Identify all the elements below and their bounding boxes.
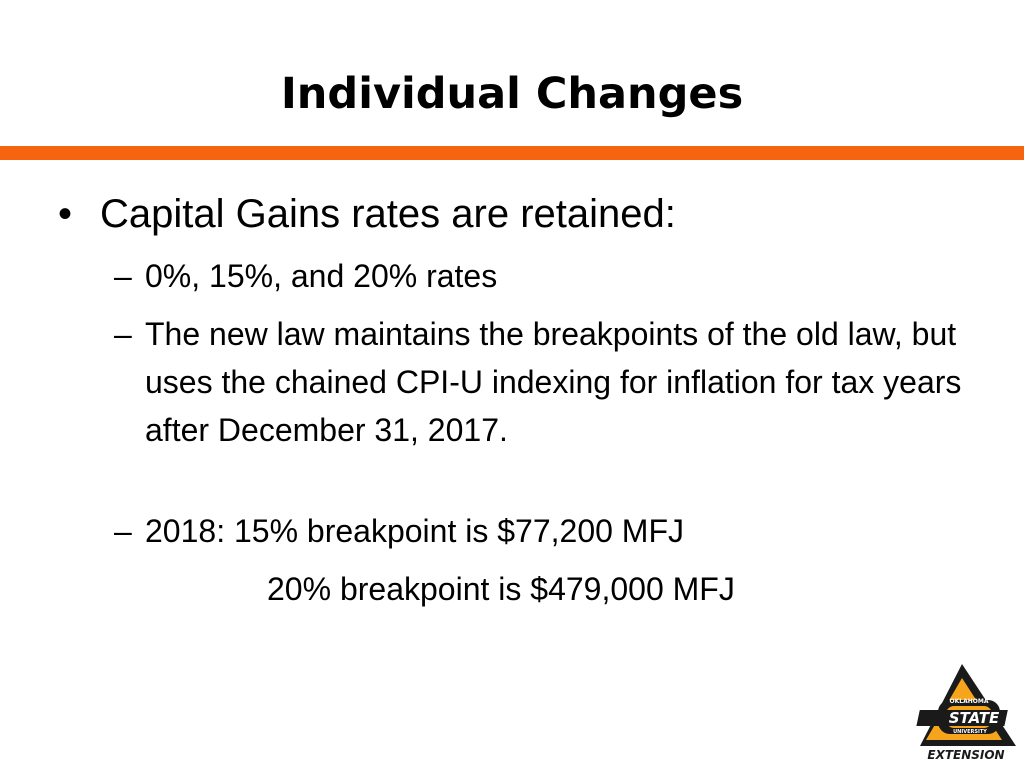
dash-marker: – <box>114 258 132 294</box>
sub-item-text: 0%, 15%, and 20% rates <box>145 258 498 294</box>
dash-marker: – <box>114 316 132 352</box>
breakpoint-continuation: 20% breakpoint is $479,000 MFJ <box>267 571 735 607</box>
logo-oklahoma: OKLAHOMA <box>950 698 989 705</box>
bullet-marker: • <box>58 192 73 236</box>
dash-marker: – <box>114 513 132 549</box>
title-divider <box>0 146 1024 160</box>
slide-title: Individual Changes <box>280 69 744 119</box>
logo-state-band <box>916 710 1008 726</box>
logo-university: UNIVERSITY <box>953 729 987 735</box>
logo-extension: EXTENSION <box>927 748 1004 762</box>
osu-extension-logo: OKLAHOMA STATE UNIVERSITY EXTENSION <box>916 664 1016 762</box>
logo-state: STATE <box>949 709 1000 727</box>
bullet-text: Capital Gains rates are retained: <box>100 192 676 236</box>
sub-item-text: 2018: 15% breakpoint is $77,200 MFJ <box>145 513 684 549</box>
sub-item-text: The new law maintains the breakpoints of… <box>145 316 962 448</box>
